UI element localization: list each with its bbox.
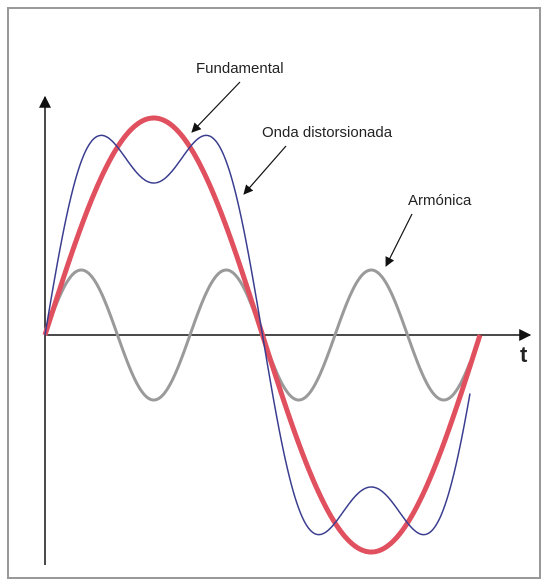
- frame: [7, 7, 541, 579]
- label: Onda distorsionada: [262, 124, 393, 141]
- arrow: [243, 145, 287, 195]
- label: Fundamental: [196, 60, 284, 77]
- distorted-wave: [44, 134, 471, 536]
- label: Armónica: [408, 192, 472, 209]
- axis-label: t: [520, 342, 528, 367]
- arrow: [385, 213, 413, 267]
- arrow: [191, 81, 241, 133]
